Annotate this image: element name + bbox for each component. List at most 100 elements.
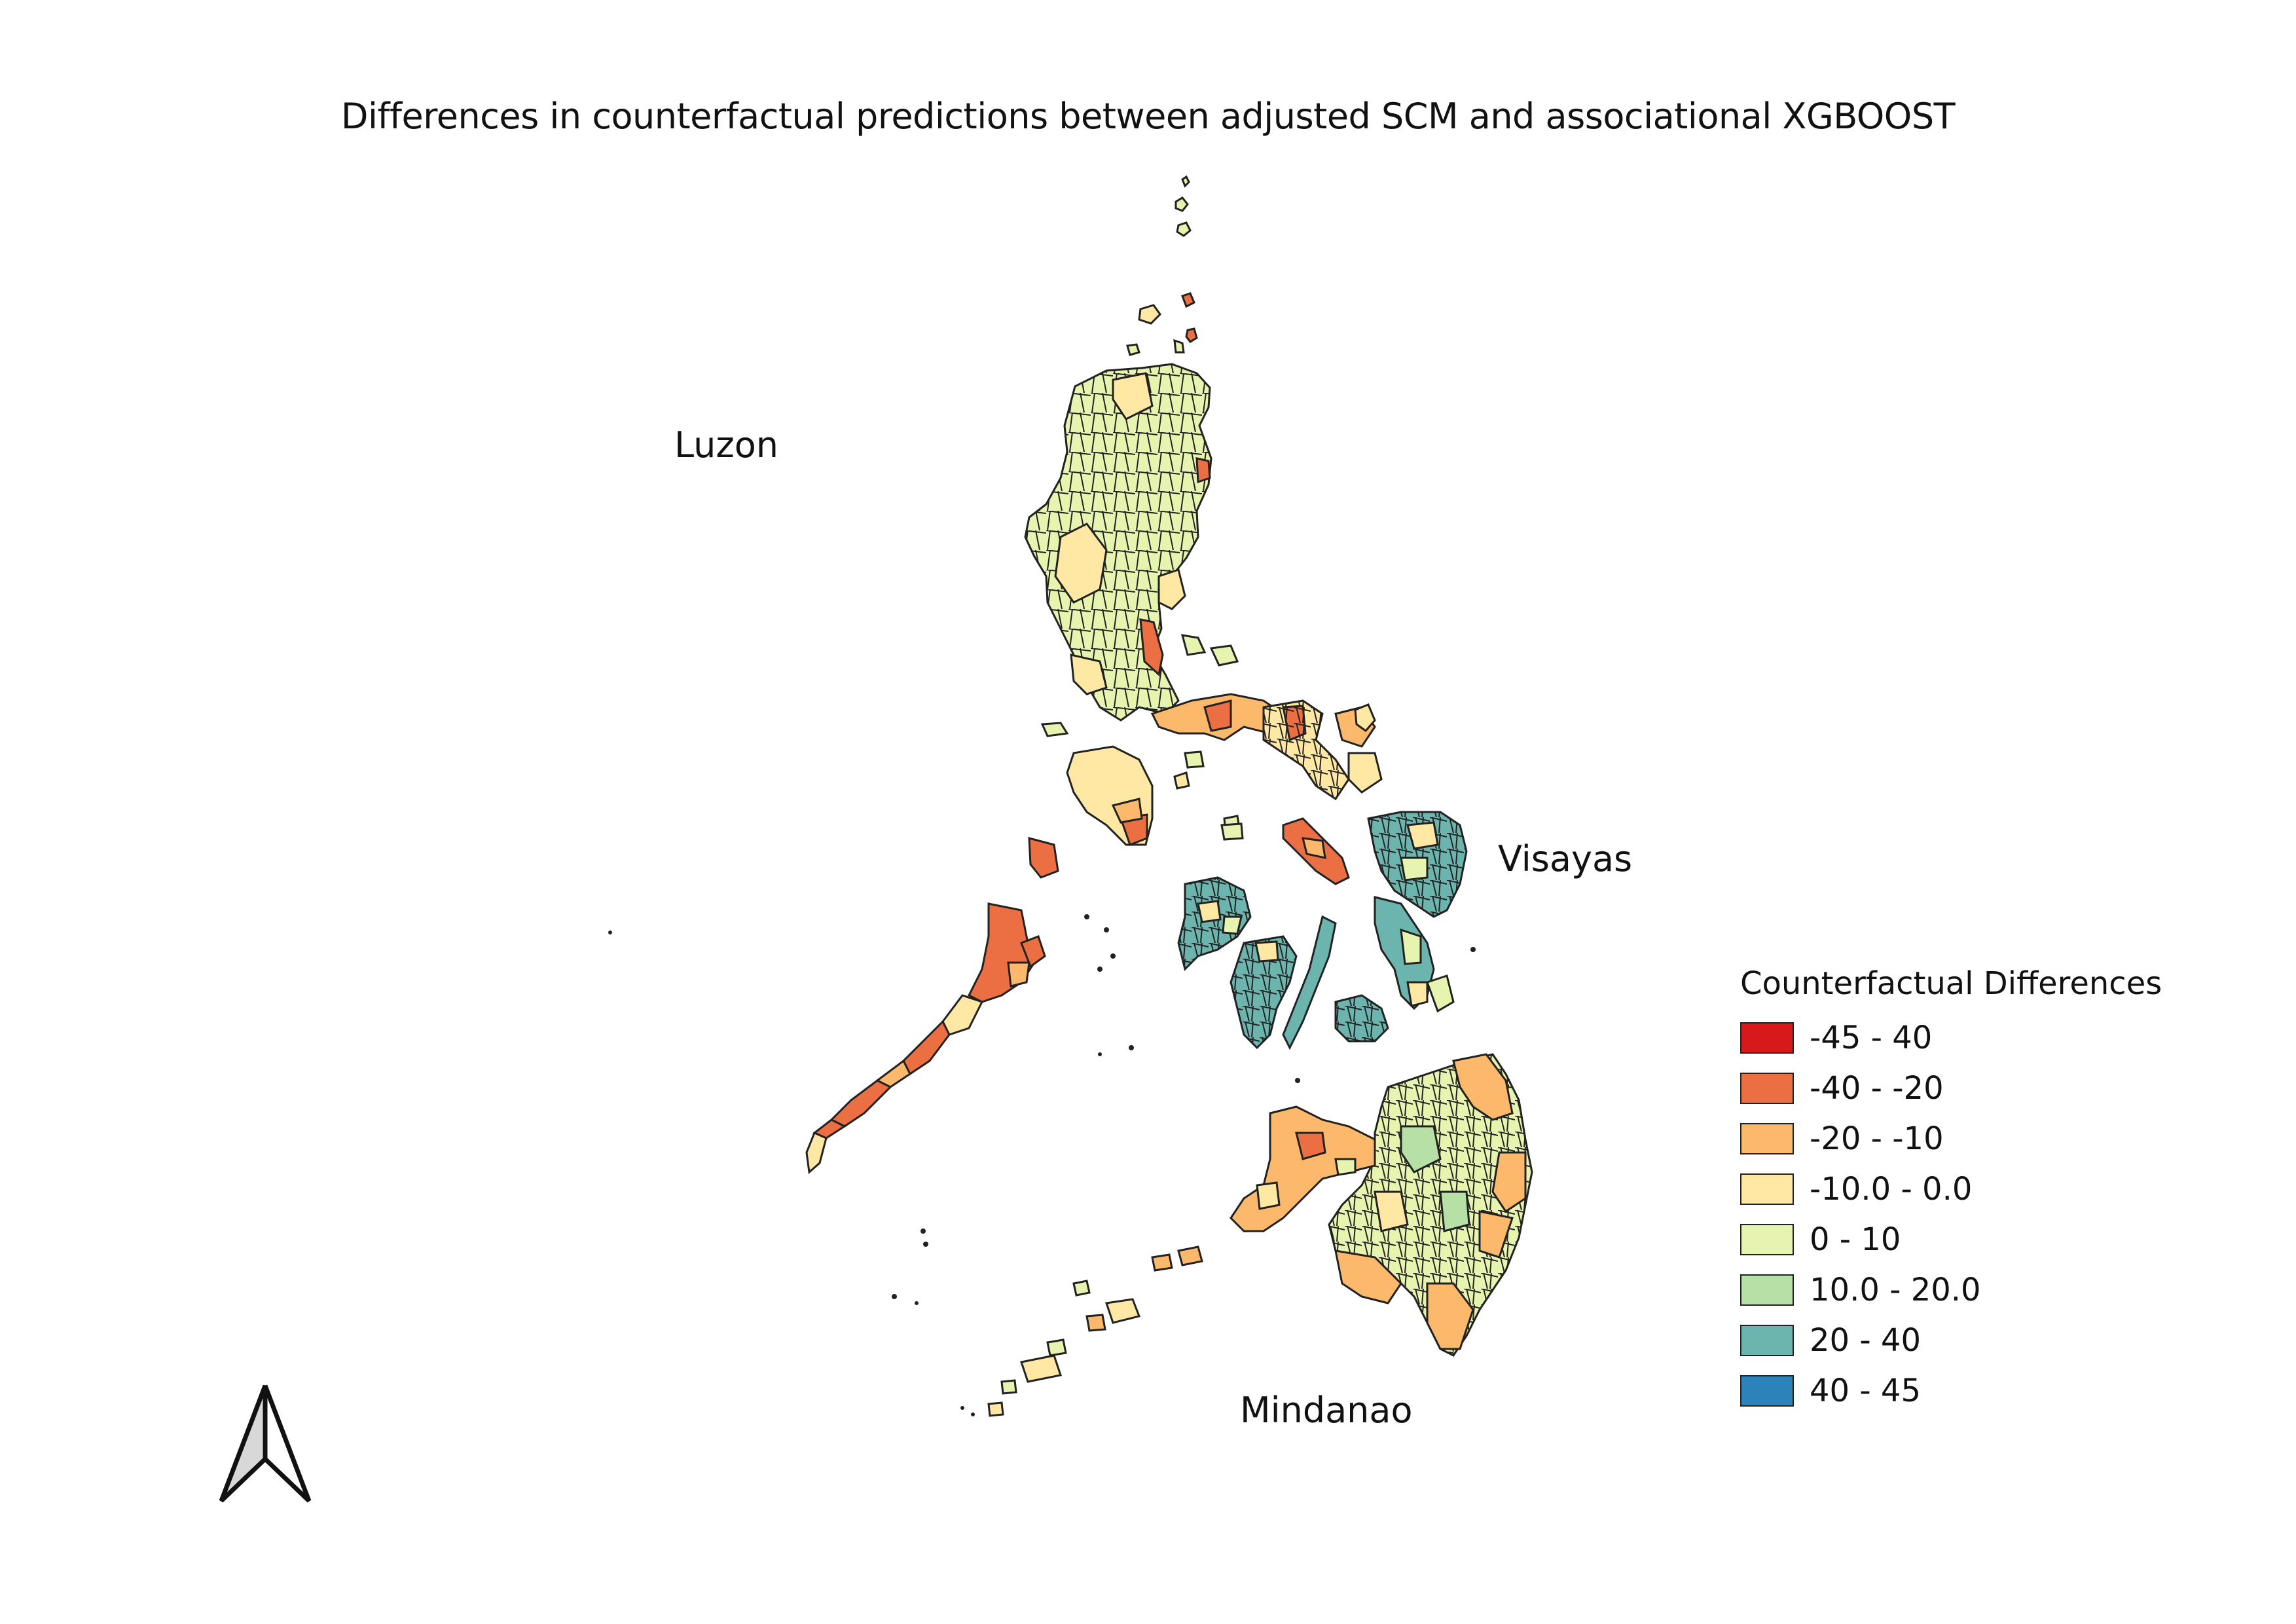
region-label-mindanao: Mindanao [1240,1390,1413,1431]
region [1220,822,1244,841]
region [1054,523,1108,604]
legend-label: -40 - -20 [1810,1069,1944,1107]
region [1020,935,1046,969]
luzon-island [1024,363,1239,722]
legend-label: -10.0 - 0.0 [1810,1170,1973,1208]
region [1334,1158,1357,1176]
region [1347,752,1383,794]
islet-dot [1470,947,1476,952]
legend-item: -45 - 40 [1740,1012,2162,1063]
legend-item: -40 - -20 [1740,1063,2162,1113]
islet [1085,1314,1106,1332]
region [1406,981,1429,1007]
islet [1177,1246,1203,1266]
legend-swatch [1740,1173,1794,1205]
region [1491,1151,1527,1213]
legend-swatch [1740,1274,1794,1306]
region-label-visayas: Visayas [1498,838,1633,879]
region [1157,568,1186,610]
region [1203,699,1232,732]
legend-swatch [1740,1022,1794,1054]
region [1254,940,1279,963]
islet [1185,327,1198,343]
region [1197,900,1222,923]
legend-title: Counterfactual Differences [1740,965,2162,1002]
samar-leyte [1367,811,1468,1010]
map-title: Differences in counterfactual prediction… [340,96,1956,137]
region-grid [1178,877,1250,969]
legend-label: -20 - -10 [1810,1120,1944,1157]
islet-dot [1098,1052,1102,1056]
region-label-luzon: Luzon [674,424,778,466]
region [1111,798,1143,824]
islet-dot [971,1412,975,1416]
legend-label: 10.0 - 20.0 [1810,1271,1981,1308]
region [1426,974,1455,1013]
legend-label: -45 - 40 [1810,1019,1933,1056]
region [1406,821,1439,850]
islet [1181,292,1195,308]
legend-swatch [1740,1375,1794,1407]
legend-swatch [1740,1072,1794,1104]
region [1209,644,1239,667]
region [1195,457,1211,484]
region [1302,837,1326,859]
islet [1181,175,1190,188]
bicol-peninsula [1150,693,1383,801]
north-arrow-right-half [263,1384,312,1503]
legend-item: 0 - 10 [1740,1214,2162,1264]
northern-islets [1126,175,1198,356]
islet-dot [1104,927,1109,932]
region [1173,771,1190,790]
mindoro-island [1040,722,1241,846]
islet [1175,196,1189,212]
region [1374,1190,1409,1232]
region [1426,1282,1474,1350]
masbate-island [1173,771,1350,885]
islet [1072,1280,1091,1297]
islet-dot [1110,953,1116,959]
region [1452,1053,1514,1121]
islet-dot [923,1242,928,1247]
region-grid [1231,936,1296,1048]
islet [1020,1354,1062,1383]
region [1040,722,1069,737]
legend-item: 10.0 - 20.0 [1740,1264,2162,1315]
central-visayas [1230,915,1455,1050]
map-legend: Counterfactual Differences -45 - 40 -40 … [1740,965,2162,1416]
islet-dot [892,1294,897,1299]
mindanao-province-grid [1329,1054,1532,1356]
region [1070,654,1108,695]
region [1222,915,1243,935]
region [805,1131,828,1174]
legend-item: 20 - 40 [1740,1315,2162,1365]
region [1007,961,1030,987]
legend-item: 40 - 45 [1740,1365,2162,1416]
legend-item: -10.0 - 0.0 [1740,1164,2162,1214]
islet-dot [915,1301,919,1305]
legend-swatch [1740,1324,1794,1356]
scattered-islets [608,914,1476,1416]
region [829,1079,892,1128]
region-grid [1336,995,1388,1041]
islet [1000,1379,1017,1395]
region [1400,928,1422,965]
islet-dot [1084,914,1089,919]
islet-dot [960,1406,964,1410]
cebu [1282,915,1337,1050]
legend-item: -20 - -10 [1740,1113,2162,1164]
region [1256,1181,1281,1210]
islet [1173,339,1185,354]
region-grid [1264,701,1349,799]
north-arrow-left-half [219,1384,268,1503]
region [1295,1132,1326,1160]
panay-island [1177,822,1252,971]
region [902,1020,951,1076]
region [941,994,984,1036]
region [1400,1125,1442,1173]
islet-dot [1129,1045,1134,1050]
region [1184,750,1205,769]
islet-dot [1295,1078,1300,1083]
legend-label: 20 - 40 [1810,1321,1921,1359]
